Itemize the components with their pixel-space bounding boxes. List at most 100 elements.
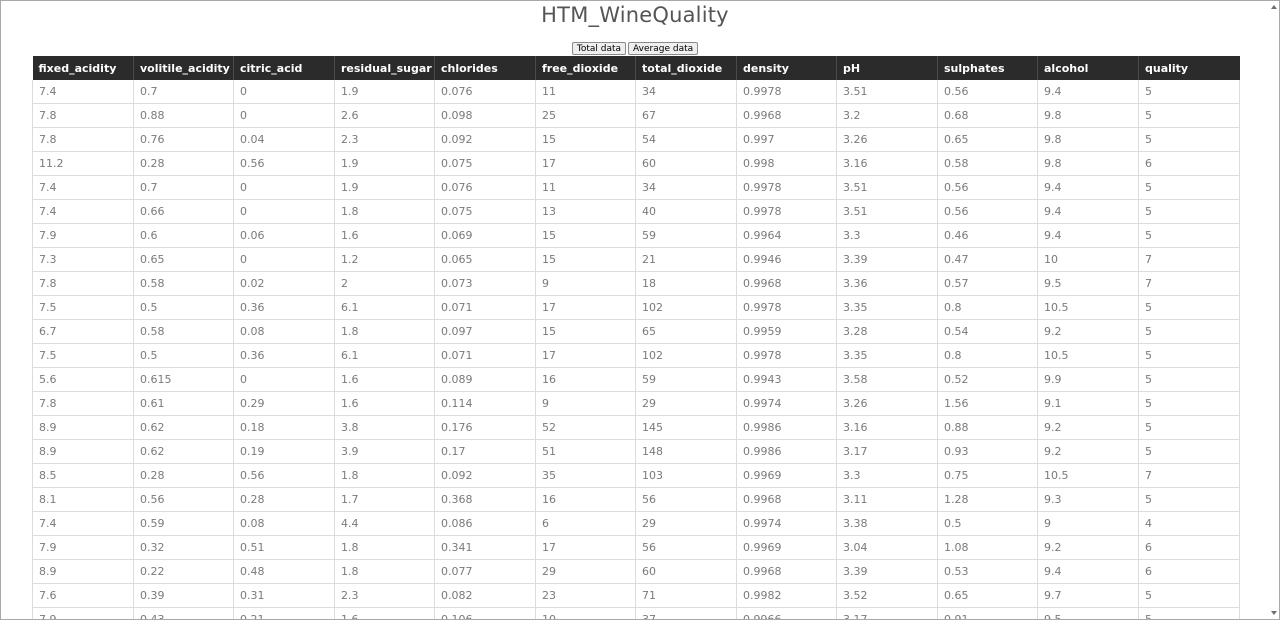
table-cell-total-dioxide: 54 — [635, 127, 737, 152]
table-cell-chlorides: 0.071 — [434, 295, 536, 320]
table-cell-citric-acid: 0 — [233, 103, 335, 128]
table-cell-alcohol: 9.5 — [1037, 271, 1139, 296]
table-cell-volitile-acidity: 0.7 — [133, 175, 234, 200]
table-cell-sulphates: 0.46 — [937, 223, 1038, 248]
column-header-free-dioxide: free_dioxide — [535, 56, 636, 80]
table-cell-density: 0.9966 — [736, 607, 837, 619]
table-cell-ph: 3.36 — [836, 271, 938, 296]
table-cell-citric-acid: 0.51 — [233, 535, 335, 560]
table-cell-residual-sugar: 1.6 — [334, 607, 435, 619]
table-cell-total-dioxide: 34 — [635, 175, 737, 200]
table-cell-free-dioxide: 23 — [535, 583, 636, 608]
table-cell-volitile-acidity: 0.76 — [133, 127, 234, 152]
table-cell-citric-acid: 0.04 — [233, 127, 335, 152]
table-cell-citric-acid: 0.06 — [233, 223, 335, 248]
table-cell-free-dioxide: 52 — [535, 415, 636, 440]
column-header-citric-acid: citric_acid — [233, 56, 335, 80]
table-cell-density: 0.9982 — [736, 583, 837, 608]
table-cell-sulphates: 1.56 — [937, 391, 1038, 416]
table-row: 5.6 0.615 0 1.6 0.089 16 59 0.9943 3.58 0.52 9.9 5 — [32, 367, 1240, 392]
table-cell-chlorides: 0.341 — [434, 535, 536, 560]
button-row: Total data Average data — [1, 42, 1269, 55]
table-cell-quality: 5 — [1138, 127, 1240, 152]
table-cell-ph: 3.38 — [836, 511, 938, 536]
table-row: 6.7 0.58 0.08 1.8 0.097 15 65 0.9959 3.28 0.54 9.2… — [32, 319, 1240, 344]
table-cell-chlorides: 0.086 — [434, 511, 536, 536]
table-cell-ph: 3.11 — [836, 487, 938, 512]
table-cell-residual-sugar: 1.6 — [334, 367, 435, 392]
table-cell-free-dioxide: 16 — [535, 367, 636, 392]
column-header-ph: pH — [836, 56, 938, 80]
table-cell-sulphates: 0.93 — [937, 439, 1038, 464]
table-row: 8.5 0.28 0.56 1.8 0.092 35 103 0.9969 3.3 0.75 10.… — [32, 463, 1240, 488]
table-cell-free-dioxide: 11 — [535, 80, 636, 104]
table-cell-fixed-acidity: 7.4 — [32, 80, 134, 104]
table-cell-total-dioxide: 103 — [635, 463, 737, 488]
table-cell-sulphates: 0.58 — [937, 151, 1038, 176]
table-cell-fixed-acidity: 7.6 — [32, 583, 134, 608]
wine-quality-table-container: fixed_acidity volitile_acidity citric_acid… — [32, 56, 1240, 619]
table-cell-residual-sugar: 2 — [334, 271, 435, 296]
table-cell-alcohol: 9.2 — [1037, 319, 1139, 344]
table-cell-volitile-acidity: 0.5 — [133, 343, 234, 368]
table-cell-fixed-acidity: 7.4 — [32, 199, 134, 224]
table-cell-density: 0.9943 — [736, 367, 837, 392]
table-cell-fixed-acidity: 7.4 — [32, 175, 134, 200]
table-cell-volitile-acidity: 0.58 — [133, 319, 234, 344]
table-cell-chlorides: 0.075 — [434, 151, 536, 176]
table-cell-quality: 5 — [1138, 175, 1240, 200]
scroll-down-arrow-icon[interactable] — [1271, 611, 1277, 615]
table-cell-density: 0.9959 — [736, 319, 837, 344]
table-cell-quality: 7 — [1138, 247, 1240, 272]
table-cell-ph: 3.3 — [836, 223, 938, 248]
table-row: 7.4 0.7 0 1.9 0.076 11 34 0.9978 3.51 0.56 9.4 5 — [32, 80, 1240, 104]
table-cell-total-dioxide: 65 — [635, 319, 737, 344]
table-cell-volitile-acidity: 0.58 — [133, 271, 234, 296]
table-cell-volitile-acidity: 0.66 — [133, 199, 234, 224]
table-cell-chlorides: 0.106 — [434, 607, 536, 619]
average-data-button[interactable]: Average data — [628, 42, 699, 55]
table-cell-citric-acid: 0.02 — [233, 271, 335, 296]
table-cell-fixed-acidity: 6.7 — [32, 319, 134, 344]
scroll-up-arrow-icon[interactable] — [1271, 5, 1277, 9]
table-row: 7.5 0.5 0.36 6.1 0.071 17 102 0.9978 3.35 0.8 10.5… — [32, 295, 1240, 320]
table-cell-volitile-acidity: 0.43 — [133, 607, 234, 619]
table-cell-sulphates: 0.75 — [937, 463, 1038, 488]
total-data-button[interactable]: Total data — [571, 42, 627, 55]
table-cell-residual-sugar: 3.9 — [334, 439, 435, 464]
table-cell-ph: 3.58 — [836, 367, 938, 392]
table-cell-citric-acid: 0.56 — [233, 151, 335, 176]
table-cell-residual-sugar: 2.3 — [334, 583, 435, 608]
table-cell-ph: 3.04 — [836, 535, 938, 560]
table-row: 7.8 0.76 0.04 2.3 0.092 15 54 0.997 3.26 0.65 9.8 5 — [32, 127, 1240, 152]
table-cell-fixed-acidity: 5.6 — [32, 367, 134, 392]
table-cell-sulphates: 0.54 — [937, 319, 1038, 344]
table-cell-ph: 3.28 — [836, 319, 938, 344]
table-cell-citric-acid: 0.31 — [233, 583, 335, 608]
table-cell-chlorides: 0.076 — [434, 175, 536, 200]
column-header-alcohol: alcohol — [1037, 56, 1139, 80]
table-cell-sulphates: 0.56 — [937, 80, 1038, 104]
table-cell-alcohol: 10 — [1037, 247, 1139, 272]
table-cell-citric-acid: 0.21 — [233, 607, 335, 619]
table-cell-chlorides: 0.368 — [434, 487, 536, 512]
table-cell-density: 0.9978 — [736, 199, 837, 224]
table-cell-quality: 5 — [1138, 367, 1240, 392]
table-cell-citric-acid: 0 — [233, 199, 335, 224]
table-cell-residual-sugar: 1.8 — [334, 535, 435, 560]
table-cell-fixed-acidity: 7.8 — [32, 127, 134, 152]
table-cell-sulphates: 0.56 — [937, 175, 1038, 200]
table-cell-total-dioxide: 56 — [635, 487, 737, 512]
vertical-scrollbar[interactable] — [1269, 1, 1279, 619]
table-cell-sulphates: 1.08 — [937, 535, 1038, 560]
table-cell-total-dioxide: 37 — [635, 607, 737, 619]
table-cell-sulphates: 0.68 — [937, 103, 1038, 128]
table-cell-fixed-acidity: 7.9 — [32, 535, 134, 560]
table-cell-alcohol: 9 — [1037, 511, 1139, 536]
table-cell-residual-sugar: 6.1 — [334, 343, 435, 368]
table-cell-ph: 3.17 — [836, 607, 938, 619]
table-cell-quality: 5 — [1138, 199, 1240, 224]
table-cell-quality: 7 — [1138, 271, 1240, 296]
table-cell-alcohol: 9.4 — [1037, 199, 1139, 224]
table-cell-residual-sugar: 1.8 — [334, 559, 435, 584]
